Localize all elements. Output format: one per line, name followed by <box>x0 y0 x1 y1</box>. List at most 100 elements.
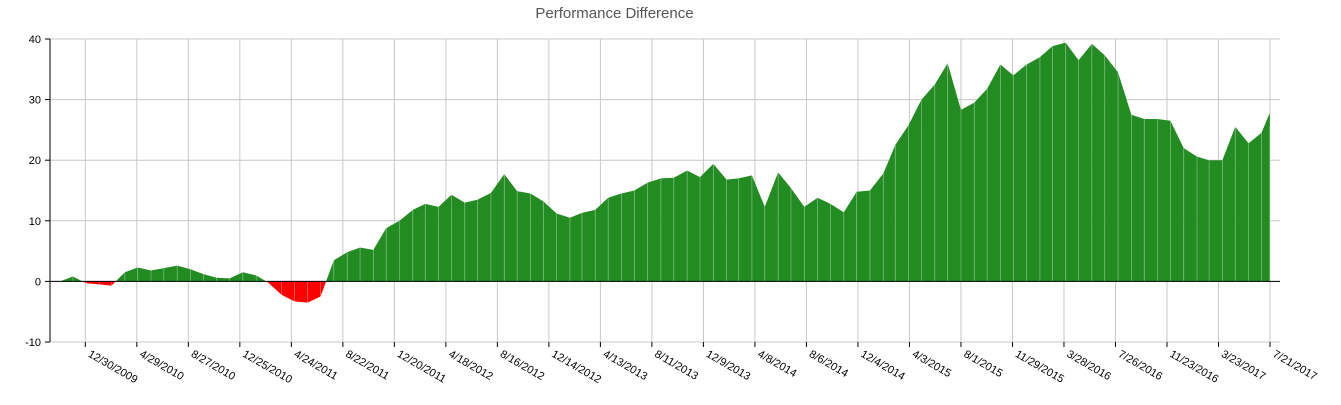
area-segment-positive <box>713 163 727 282</box>
area-segment-positive <box>1091 43 1105 282</box>
area-layer <box>60 42 1271 303</box>
area-segment-positive <box>72 276 83 282</box>
area-segment-positive <box>790 188 805 282</box>
area-segment-positive <box>477 192 491 282</box>
area-segment-positive <box>726 178 739 282</box>
area-segment-positive <box>1261 112 1270 282</box>
area-segment-positive <box>1209 160 1223 282</box>
area-segment-positive <box>960 102 975 282</box>
x-tick-label: 8/27/2010 <box>189 348 237 383</box>
x-tick-label: 4/8/2014 <box>755 348 798 380</box>
area-segment-positive <box>137 267 151 282</box>
x-tick-label: 4/18/2012 <box>446 348 494 383</box>
area-segment-positive <box>869 173 884 282</box>
x-tick-label: 8/11/2013 <box>652 348 700 382</box>
area-segment-positive <box>517 191 531 282</box>
area-segment-positive <box>464 199 478 282</box>
area-segment-positive <box>451 194 465 282</box>
area-segment-positive <box>673 170 688 282</box>
area-segment-positive <box>778 172 791 282</box>
area-segment-positive <box>333 252 348 282</box>
chart-title: Performance Difference <box>535 5 694 22</box>
y-tick-label: 10 <box>29 216 41 228</box>
area-segment-positive <box>1039 46 1053 282</box>
area-segment-positive <box>1104 55 1119 282</box>
area-segment-positive <box>660 177 674 282</box>
x-tick-label: 8/1/2015 <box>961 348 1004 380</box>
axis-layer <box>45 38 1280 347</box>
area-segment-negative <box>281 281 295 302</box>
area-segment-positive <box>326 260 334 282</box>
area-segment-positive <box>687 170 700 282</box>
x-tick-label: 11/29/2015 <box>1013 348 1066 386</box>
x-tick-label: 12/25/2010 <box>240 348 294 386</box>
area-segment-positive <box>256 275 267 282</box>
area-segment-positive <box>347 247 361 282</box>
x-tick-label: 12/14/2012 <box>549 348 603 386</box>
area-segment-positive <box>569 212 582 282</box>
x-tick-label: 4/24/2011 <box>292 348 340 382</box>
area-segment-positive <box>360 247 374 282</box>
area-segment-positive <box>830 203 844 282</box>
area-segment-positive <box>242 272 257 282</box>
area-segment-positive <box>490 174 505 282</box>
area-segment-positive <box>883 145 896 282</box>
area-segment-positive <box>1000 64 1014 282</box>
area-segment-negative <box>99 281 112 286</box>
x-tick-label: 3/23/2017 <box>1219 348 1267 383</box>
x-tick-label: 4/29/2010 <box>137 348 185 383</box>
area-segment-positive <box>987 64 1001 282</box>
area-segment-positive <box>115 272 125 282</box>
area-segment-positive <box>1065 42 1079 282</box>
area-segment-positive <box>1118 72 1132 282</box>
x-tick-label: 8/22/2011 <box>343 348 391 382</box>
y-tick-label: 20 <box>29 155 41 167</box>
area-segment-positive <box>843 191 857 282</box>
area-segment-positive <box>1248 132 1262 282</box>
area-segment-negative <box>294 281 308 303</box>
area-segment-positive <box>1170 120 1184 282</box>
area-segment-positive <box>738 175 752 282</box>
area-segment-positive <box>934 63 948 282</box>
area-segment-positive <box>530 193 544 282</box>
area-segment-positive <box>412 203 426 282</box>
y-tick-label: 40 <box>29 34 41 46</box>
area-segment-positive <box>438 194 452 282</box>
area-segment-positive <box>163 265 178 282</box>
area-segment-positive <box>190 269 204 282</box>
area-segment-negative <box>86 281 100 285</box>
area-segment-positive <box>150 268 164 282</box>
x-tick-label: 12/30/2009 <box>86 348 140 386</box>
x-tick-label: 7/26/2016 <box>1116 348 1164 383</box>
area-segment-positive <box>1197 156 1210 282</box>
area-segment-positive <box>1222 126 1236 282</box>
x-tick-label: 3/28/2016 <box>1064 348 1112 383</box>
y-tick-label: 0 <box>35 276 41 288</box>
area-segment-positive <box>1026 57 1040 282</box>
x-tick-label: 8/6/2014 <box>807 348 850 380</box>
area-segment-positive <box>543 201 557 282</box>
area-segment-positive <box>399 209 413 282</box>
area-segment-positive <box>1131 114 1145 282</box>
area-segment-positive <box>817 197 831 282</box>
area-segment-positive <box>699 163 714 282</box>
x-tick-label: 8/16/2012 <box>498 348 546 383</box>
area-segment-positive <box>556 213 570 282</box>
area-segment-positive <box>621 190 635 282</box>
area-segment-positive <box>1157 118 1171 282</box>
x-tick-label: 7/21/2017 <box>1271 348 1319 383</box>
area-segment-positive <box>856 190 870 282</box>
area-segment-positive <box>764 172 779 282</box>
area-segment-positive <box>1078 43 1092 282</box>
area-segment-positive <box>608 193 622 282</box>
area-segment-positive <box>1013 64 1027 282</box>
x-tick-label: 12/4/2014 <box>858 348 906 383</box>
area-segment-positive <box>895 125 909 282</box>
area-segment-positive <box>581 209 596 282</box>
area-segment-positive <box>908 99 922 282</box>
area-segment-positive <box>124 267 138 282</box>
area-segment-positive <box>177 265 191 282</box>
area-segment-positive <box>647 178 661 282</box>
